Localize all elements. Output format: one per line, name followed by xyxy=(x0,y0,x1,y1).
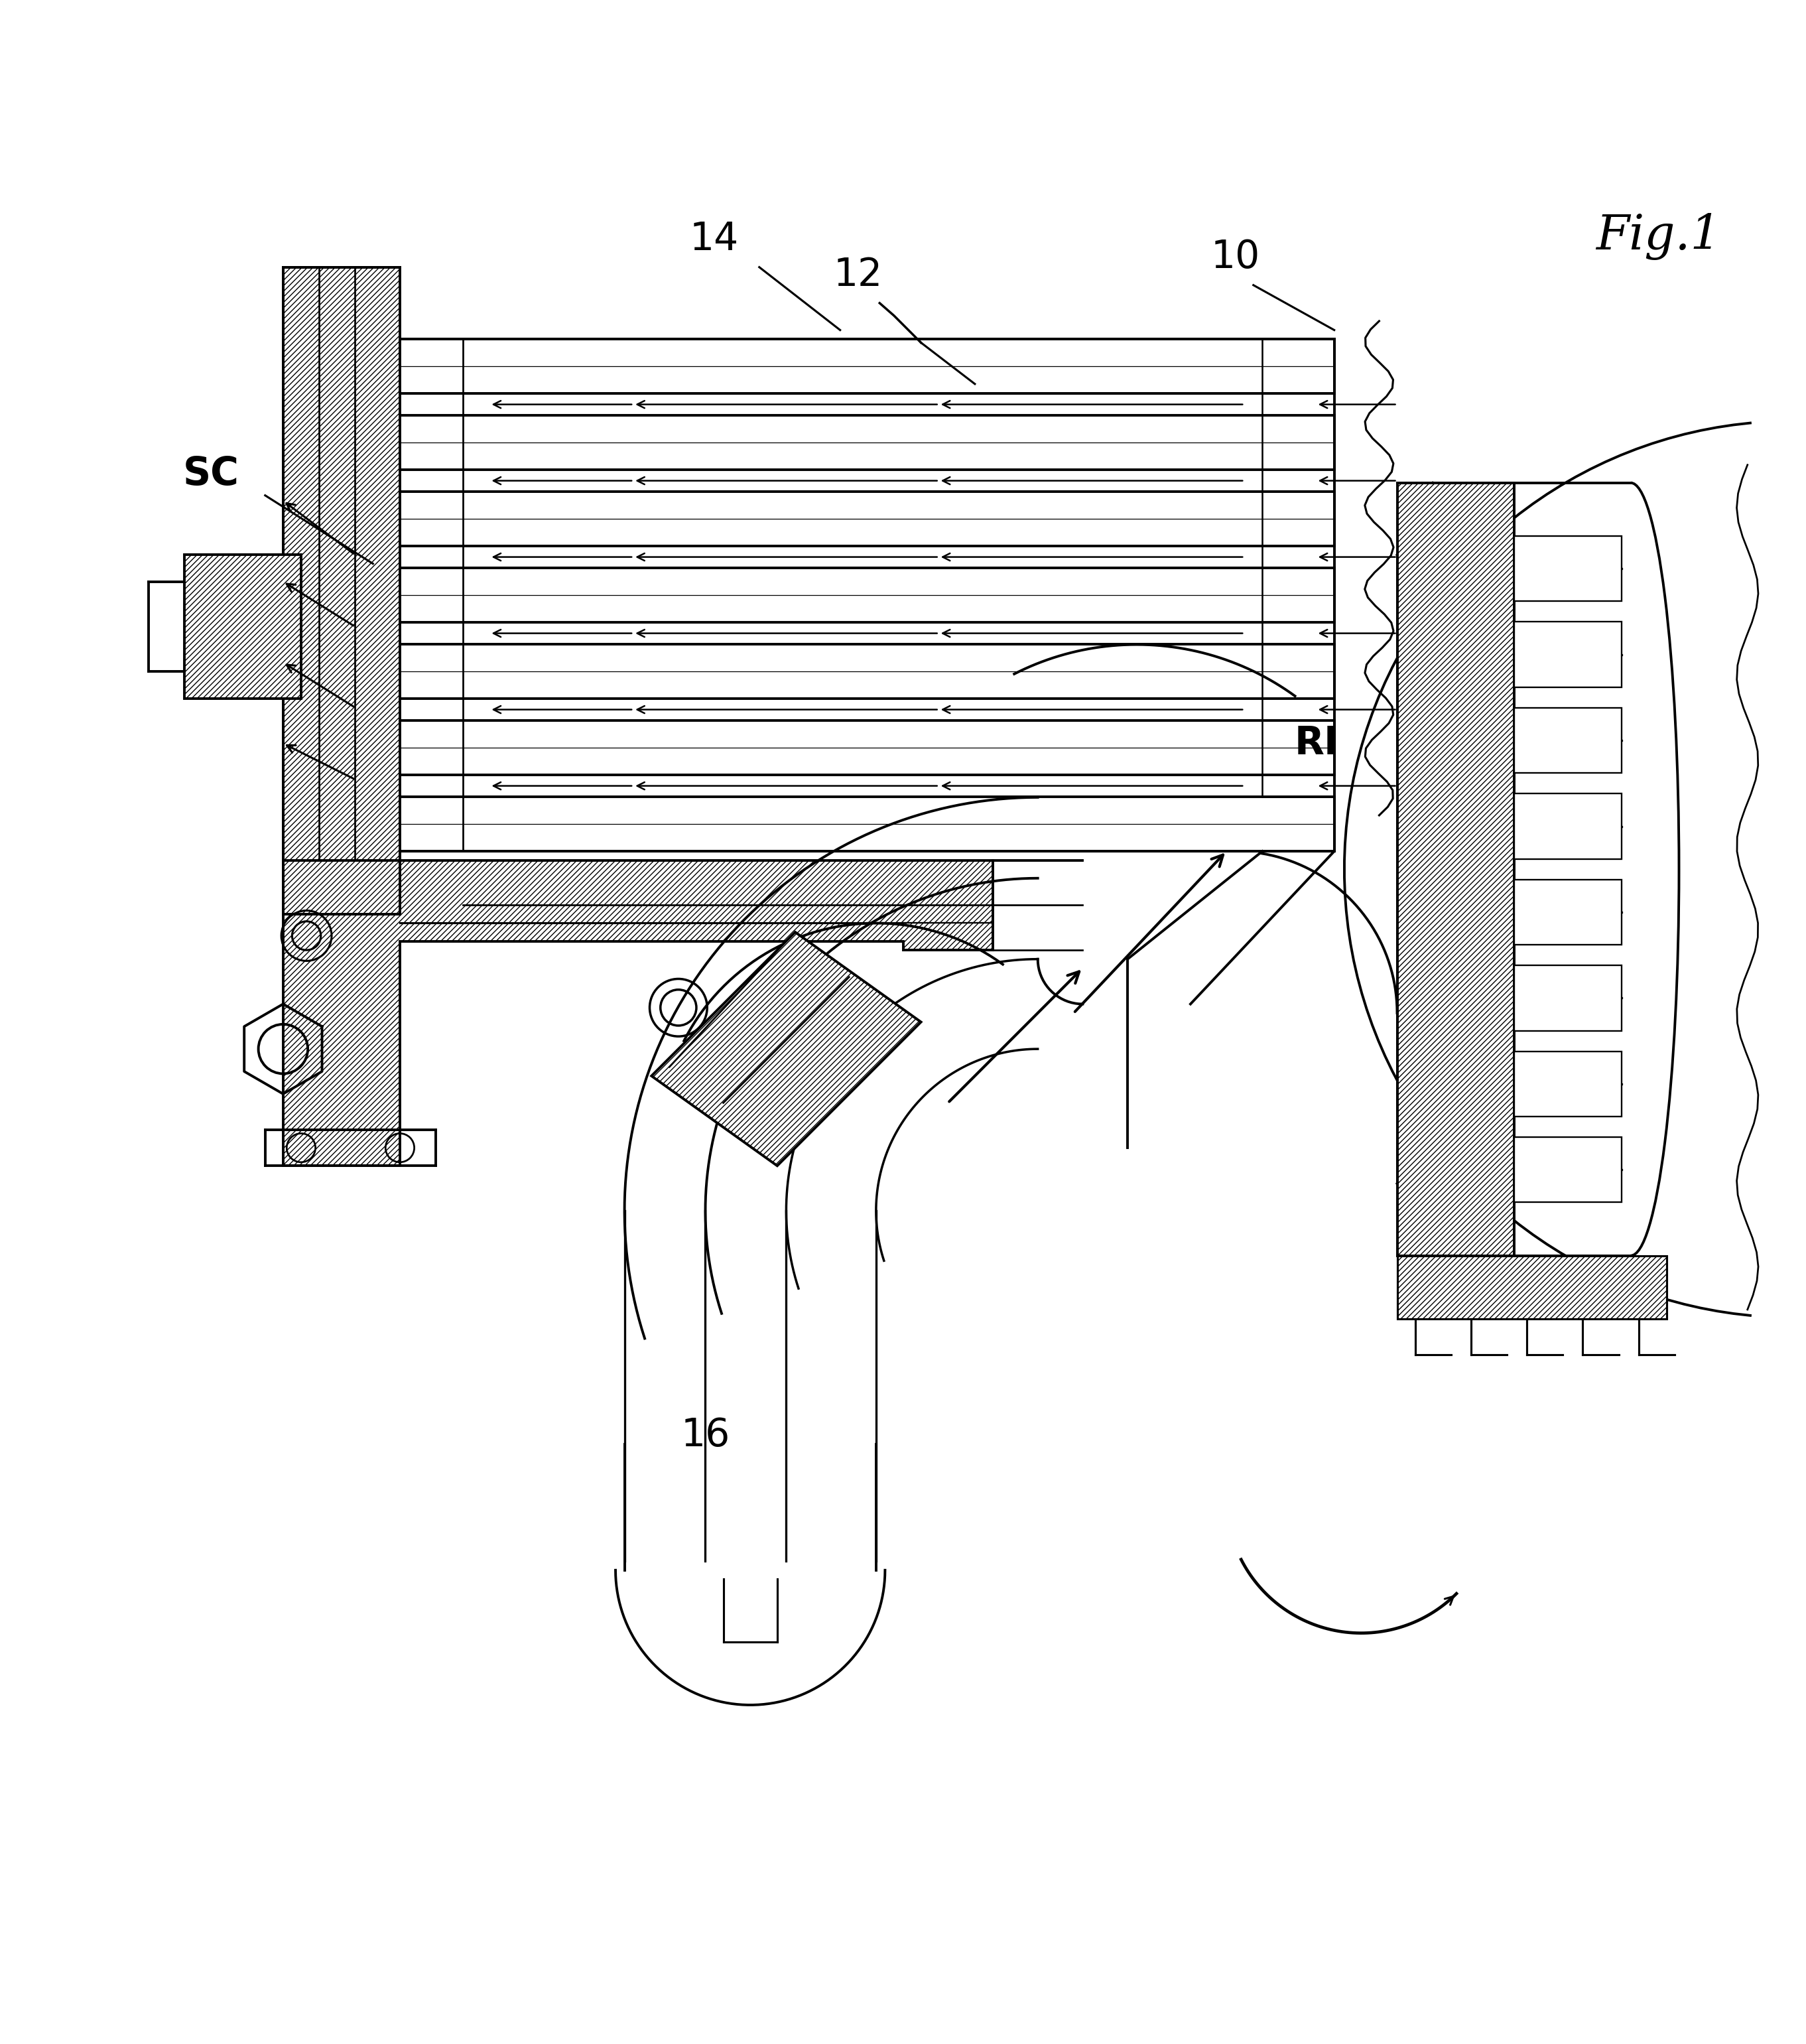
Text: 10: 10 xyxy=(1210,239,1261,276)
Bar xyxy=(399,339,1335,394)
Text: SC: SC xyxy=(182,456,240,493)
Bar xyxy=(284,268,399,914)
Bar xyxy=(1398,1255,1667,1318)
Bar xyxy=(1513,536,1622,601)
Bar xyxy=(1513,1051,1622,1116)
Bar xyxy=(1398,482,1513,1255)
Bar xyxy=(399,568,1335,621)
Text: RI: RI xyxy=(1295,724,1338,762)
Bar xyxy=(320,268,356,1022)
Bar xyxy=(399,644,1335,699)
Polygon shape xyxy=(652,932,921,1165)
Bar xyxy=(399,415,1335,470)
Polygon shape xyxy=(284,861,993,1165)
Bar xyxy=(1513,707,1622,773)
Bar xyxy=(399,797,1335,850)
Bar xyxy=(1513,793,1622,858)
Bar xyxy=(1513,1136,1622,1202)
Text: Fig.1: Fig.1 xyxy=(1595,213,1721,260)
Text: 12: 12 xyxy=(833,256,883,294)
Text: 16: 16 xyxy=(681,1416,730,1453)
Bar xyxy=(184,554,302,699)
Bar xyxy=(1513,621,1622,687)
Bar xyxy=(399,719,1335,775)
Bar xyxy=(1513,965,1622,1030)
Text: 14: 14 xyxy=(690,221,739,258)
Bar xyxy=(399,493,1335,546)
Bar xyxy=(1513,879,1622,944)
